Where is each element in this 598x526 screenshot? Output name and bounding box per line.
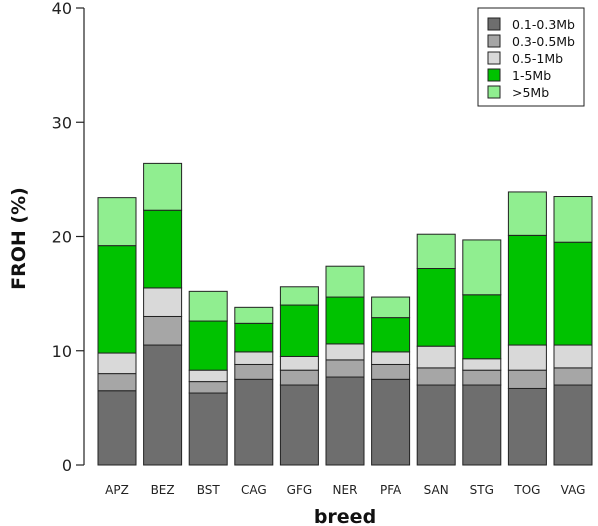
bar-segment-bez-2 [143,287,183,317]
x-tick-label-bez: BEZ [151,483,175,497]
x-tick-label-bst: BST [197,483,221,497]
bar-segment-tog-2 [507,344,547,371]
bar-segment-gfg-2 [279,355,319,371]
bar-segment-apz-2 [97,352,137,375]
x-axis-title: breed [314,506,376,526]
x-tick-label-san: SAN [424,483,449,497]
bar-segment-tog-1 [507,369,547,389]
bar-stack-ner [325,265,365,466]
bar-stack-san [416,233,456,466]
bar-segment-san-0 [416,384,456,466]
bar-segment-vag-2 [553,344,593,369]
bars-layer [97,162,593,466]
bar-segment-cag-4 [234,306,274,324]
bar-segment-pfa-1 [371,363,411,380]
bar-segment-ner-1 [325,359,365,378]
bar-segment-stg-2 [462,358,502,371]
bar-segment-bez-4 [143,162,183,211]
bar-segment-bst-0 [188,392,228,466]
bar-segment-stg-0 [462,384,502,466]
legend-swatch-0 [487,17,501,31]
bar-segment-san-3 [416,267,456,347]
bar-segment-ner-0 [325,376,365,466]
bar-segment-vag-1 [553,367,593,386]
bar-segment-tog-3 [507,234,547,346]
bar-stack-cag [234,306,274,466]
bar-stack-bst [188,290,228,466]
bar-segment-cag-1 [234,363,274,380]
bar-segment-san-1 [416,367,456,386]
bar-segment-stg-4 [462,239,502,296]
bar-stack-apz [97,197,137,466]
bar-segment-vag-0 [553,384,593,466]
legend-swatch-2 [487,51,501,65]
bar-segment-bst-1 [188,381,228,394]
bar-segment-bez-3 [143,209,183,289]
bar-segment-ner-4 [325,265,365,298]
bar-segment-stg-3 [462,294,502,360]
legend-label-0: 0.1-0.3Mb [512,17,575,32]
bar-segment-vag-3 [553,241,593,346]
bar-segment-apz-0 [97,390,137,466]
legend-swatch-4 [487,85,501,99]
x-tick-label-tog: TOG [513,483,540,497]
bar-segment-bst-2 [188,369,228,383]
x-tick-label-gfg: GFG [287,483,313,497]
bar-segment-cag-0 [234,378,274,466]
bar-stack-tog [507,191,547,466]
bar-segment-pfa-2 [371,351,411,365]
bar-segment-stg-1 [462,369,502,386]
bar-stack-bez [143,162,183,466]
bar-stack-vag [553,196,593,466]
bar-segment-gfg-0 [279,384,319,466]
y-axis-title: FROH (%) [8,187,30,290]
bar-stack-gfg [279,286,319,466]
bar-segment-cag-3 [234,322,274,353]
bar-segment-gfg-4 [279,286,319,306]
bar-segment-bst-4 [188,290,228,322]
bar-segment-pfa-3 [371,317,411,353]
x-tick-label-pfa: PFA [380,483,402,497]
bar-segment-pfa-4 [371,296,411,319]
x-tick-label-ner: NER [333,483,358,497]
x-axis: APZ BEZ BST CAG GFG NER PFA SAN STG TOG VAG [105,483,585,497]
legend-label-4: >5Mb [512,85,549,100]
bar-segment-vag-4 [553,196,593,243]
y-tick-label: 30 [52,113,72,132]
legend-label-1: 0.3-0.5Mb [512,34,575,49]
y-tick-label: 20 [52,228,72,247]
bar-segment-apz-1 [97,373,137,392]
y-tick-label: 10 [52,342,72,361]
bar-segment-pfa-0 [371,378,411,466]
x-tick-label-cag: CAG [241,483,267,497]
bar-segment-ner-2 [325,343,365,361]
bar-segment-tog-0 [507,387,547,466]
bar-segment-cag-2 [234,351,274,365]
bar-stack-pfa [371,296,411,466]
y-tick-label: 40 [52,0,72,18]
x-tick-label-stg: STG [470,483,494,497]
bar-segment-bez-1 [143,315,183,346]
y-axis: 0 10 20 30 40 [52,0,85,475]
bar-stack-stg [462,239,502,466]
y-tick-label: 0 [62,456,72,475]
bar-segment-san-4 [416,233,456,269]
legend-label-3: 1-5Mb [512,68,551,83]
legend-swatch-3 [487,68,501,82]
bar-segment-gfg-3 [279,304,319,357]
bar-segment-apz-3 [97,245,137,354]
legend-swatch-1 [487,34,501,48]
x-tick-label-vag: VAG [561,483,586,497]
bar-segment-tog-4 [507,191,547,236]
legend-label-2: 0.5-1Mb [512,51,563,66]
bar-segment-bst-3 [188,320,228,371]
bar-segment-san-2 [416,345,456,369]
x-tick-label-apz: APZ [105,483,129,497]
bar-segment-bez-0 [143,344,183,466]
legend: 0.1-0.3Mb 0.3-0.5Mb 0.5-1Mb 1-5Mb >5Mb [477,7,585,107]
bar-segment-apz-4 [97,197,137,247]
bar-segment-gfg-1 [279,369,319,386]
bar-segment-ner-3 [325,296,365,345]
